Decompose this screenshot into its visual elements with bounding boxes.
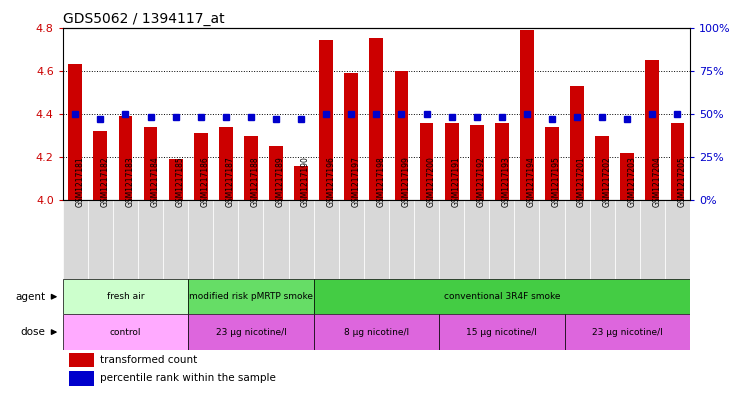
Bar <box>514 200 539 279</box>
Text: GSM1217200: GSM1217200 <box>427 156 435 207</box>
Text: GSM1217193: GSM1217193 <box>502 156 511 207</box>
Bar <box>545 127 559 200</box>
Text: GSM1217181: GSM1217181 <box>75 156 84 207</box>
Bar <box>320 40 333 200</box>
Bar <box>640 200 665 279</box>
Bar <box>615 200 640 279</box>
Text: fresh air: fresh air <box>107 292 144 301</box>
Text: GSM1217184: GSM1217184 <box>151 156 159 207</box>
Bar <box>69 353 94 367</box>
Bar <box>539 200 565 279</box>
Text: GSM1217185: GSM1217185 <box>176 156 184 207</box>
Bar <box>314 314 439 350</box>
Bar <box>263 200 289 279</box>
Bar <box>345 73 358 200</box>
Bar <box>63 279 188 314</box>
Bar <box>665 200 690 279</box>
Bar <box>213 200 238 279</box>
Bar <box>364 200 389 279</box>
Text: GSM1217183: GSM1217183 <box>125 156 134 207</box>
Bar <box>188 279 314 314</box>
Text: GSM1217196: GSM1217196 <box>326 156 335 207</box>
Bar <box>565 200 590 279</box>
Bar <box>395 71 408 200</box>
Bar <box>570 86 584 200</box>
Text: GSM1217187: GSM1217187 <box>226 156 235 207</box>
Bar <box>489 200 514 279</box>
Bar <box>314 200 339 279</box>
Bar <box>169 159 182 200</box>
Bar <box>370 38 383 200</box>
Bar <box>671 123 684 200</box>
Bar <box>621 153 634 200</box>
Text: GSM1217204: GSM1217204 <box>652 156 661 207</box>
Bar <box>188 200 213 279</box>
Text: GSM1217199: GSM1217199 <box>401 156 410 207</box>
Text: GSM1217190: GSM1217190 <box>301 156 310 207</box>
Text: GSM1217186: GSM1217186 <box>201 156 210 207</box>
Text: control: control <box>110 328 141 336</box>
Bar <box>244 136 258 200</box>
Bar <box>294 166 308 200</box>
Bar <box>188 314 314 350</box>
Bar <box>119 116 132 200</box>
Bar <box>439 200 464 279</box>
Text: GSM1217201: GSM1217201 <box>577 156 586 207</box>
Text: GDS5062 / 1394117_at: GDS5062 / 1394117_at <box>63 13 224 26</box>
Bar <box>414 200 439 279</box>
Bar <box>138 200 163 279</box>
Text: agent: agent <box>15 292 45 302</box>
Bar <box>520 29 534 200</box>
Text: GSM1217191: GSM1217191 <box>452 156 461 207</box>
Text: GSM1217203: GSM1217203 <box>627 156 636 207</box>
Text: dose: dose <box>20 327 45 337</box>
Bar <box>69 64 82 200</box>
Text: transformed count: transformed count <box>100 355 198 365</box>
Bar <box>445 123 458 200</box>
Text: 23 μg nicotine/l: 23 μg nicotine/l <box>215 328 286 336</box>
Bar <box>646 60 659 200</box>
Bar <box>314 279 690 314</box>
Bar <box>144 127 157 200</box>
Bar <box>389 200 414 279</box>
Bar <box>238 200 263 279</box>
Bar <box>339 200 364 279</box>
Bar <box>470 125 483 200</box>
Bar <box>69 371 94 386</box>
Text: GSM1217189: GSM1217189 <box>276 156 285 207</box>
Text: modified risk pMRTP smoke: modified risk pMRTP smoke <box>189 292 313 301</box>
Bar <box>596 136 609 200</box>
Bar <box>420 123 433 200</box>
Bar <box>289 200 314 279</box>
Bar <box>113 200 138 279</box>
Bar <box>495 123 508 200</box>
Bar <box>565 314 690 350</box>
Text: GSM1217205: GSM1217205 <box>677 156 686 207</box>
Text: GSM1217188: GSM1217188 <box>251 156 260 207</box>
Text: GSM1217182: GSM1217182 <box>100 156 109 207</box>
Bar <box>163 200 188 279</box>
Bar <box>63 314 188 350</box>
Bar <box>219 127 232 200</box>
Bar <box>464 200 489 279</box>
Text: conventional 3R4F smoke: conventional 3R4F smoke <box>444 292 560 301</box>
Text: 23 μg nicotine/l: 23 μg nicotine/l <box>592 328 663 336</box>
Bar <box>590 200 615 279</box>
Text: GSM1217202: GSM1217202 <box>602 156 611 207</box>
Bar <box>194 133 207 200</box>
Bar <box>94 131 107 200</box>
Text: GSM1217195: GSM1217195 <box>552 156 561 207</box>
Text: GSM1217194: GSM1217194 <box>527 156 536 207</box>
Text: GSM1217192: GSM1217192 <box>477 156 486 207</box>
Text: 15 μg nicotine/l: 15 μg nicotine/l <box>466 328 537 336</box>
Bar <box>439 314 565 350</box>
Text: GSM1217198: GSM1217198 <box>376 156 385 207</box>
Bar <box>88 200 113 279</box>
Text: percentile rank within the sample: percentile rank within the sample <box>100 373 276 384</box>
Text: GSM1217197: GSM1217197 <box>351 156 360 207</box>
Bar <box>269 146 283 200</box>
Text: 8 μg nicotine/l: 8 μg nicotine/l <box>344 328 409 336</box>
Bar <box>63 200 88 279</box>
